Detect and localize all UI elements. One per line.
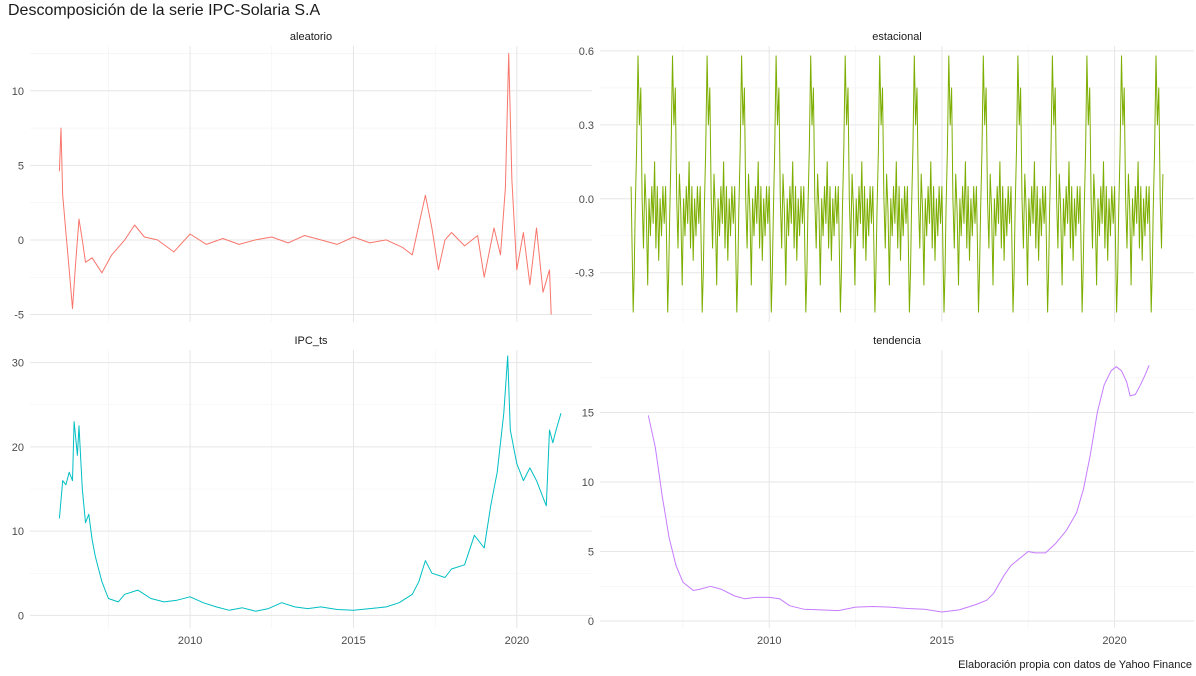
- panel-strip-label: IPC_ts: [294, 335, 328, 347]
- y-tick-label: 0.3: [579, 120, 594, 132]
- x-tick-label: 2010: [178, 635, 202, 647]
- y-tick-label: 0.6: [579, 46, 594, 58]
- series-line-tendencia: [647, 365, 1150, 613]
- y-tick-label: 0: [18, 610, 24, 622]
- y-tick-label: 5: [588, 547, 594, 559]
- chart-caption: Elaboración propia con datos de Yahoo Fi…: [958, 659, 1192, 671]
- panel-strip-label: estacional: [872, 31, 922, 43]
- panel-tendencia: tendencia 0 5 10 15 2010 2015 2020: [582, 335, 1194, 647]
- y-tick-label: 10: [12, 86, 24, 98]
- panel-strip-label: tendencia: [873, 335, 922, 347]
- x-tick-label: 2020: [1102, 635, 1126, 647]
- y-tick-label: 0.0: [579, 194, 594, 206]
- panel-estacional: estacional -0.3 0.0 0.3 0.6: [575, 31, 1194, 322]
- chart-title: Descomposición de la serie IPC-Solaria S…: [8, 2, 321, 19]
- y-tick-label: -5: [14, 310, 24, 322]
- series-line-estacional: [630, 55, 1164, 313]
- x-tick-label: 2015: [341, 635, 365, 647]
- y-tick-label: -0.3: [575, 268, 594, 280]
- panel-ipc-ts: IPC_ts 0 10 20 30 2010 2015 2020: [12, 335, 592, 647]
- panel-aleatorio: aleatorio -5 0 5 10: [12, 31, 592, 322]
- y-tick-label: 20: [12, 442, 24, 454]
- y-tick-label: 10: [12, 526, 24, 538]
- series-line-aleatorio: [58, 53, 552, 315]
- y-tick-label: 0: [588, 616, 594, 628]
- y-tick-label: 30: [12, 358, 24, 370]
- y-tick-label: 0: [18, 235, 24, 247]
- panel-strip-label: aleatorio: [290, 31, 332, 43]
- series-line-ipc-ts: [58, 355, 562, 612]
- y-tick-label: 10: [582, 477, 594, 489]
- y-tick-label: 5: [18, 160, 24, 172]
- x-tick-label: 2015: [930, 635, 954, 647]
- x-tick-label: 2010: [757, 635, 781, 647]
- x-tick-label: 2020: [505, 635, 529, 647]
- y-tick-label: 15: [582, 408, 594, 420]
